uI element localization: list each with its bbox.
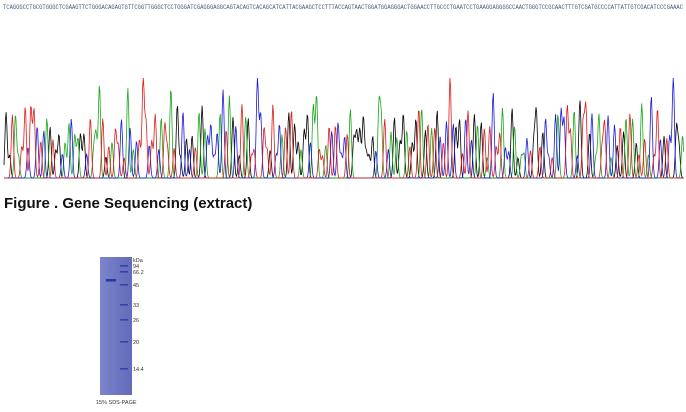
marker-band bbox=[120, 304, 128, 306]
figure-caption: Figure . Gene Sequencing (extract) bbox=[4, 195, 252, 212]
marker-band bbox=[120, 319, 128, 321]
marker-label: 20 bbox=[133, 340, 139, 346]
marker-bands bbox=[120, 265, 128, 370]
marker-label: 94 bbox=[133, 264, 139, 270]
marker-band bbox=[120, 265, 128, 267]
marker-band bbox=[120, 284, 128, 286]
marker-label: 45 bbox=[133, 283, 139, 289]
unit-label: kDa bbox=[133, 258, 144, 264]
marker-label: 66.2 bbox=[133, 270, 144, 276]
gel-shade bbox=[100, 257, 132, 395]
trace bbox=[4, 77, 684, 179]
marker-label: 26 bbox=[133, 318, 139, 324]
chromatogram bbox=[3, 77, 685, 179]
marker-band bbox=[120, 368, 128, 370]
marker-label: 14.4 bbox=[133, 367, 144, 373]
gel-caption: 15% SDS-PAGE bbox=[96, 400, 137, 406]
marker-band bbox=[120, 341, 128, 343]
sample-band bbox=[106, 279, 116, 282]
marker-band bbox=[120, 271, 128, 273]
marker-label: 33 bbox=[133, 303, 139, 309]
sequence-text: TCAGGGCCTGCGTGGGCTCGAAGTTCTGGGACAGAGTGTT… bbox=[3, 4, 683, 11]
trace bbox=[4, 77, 684, 179]
